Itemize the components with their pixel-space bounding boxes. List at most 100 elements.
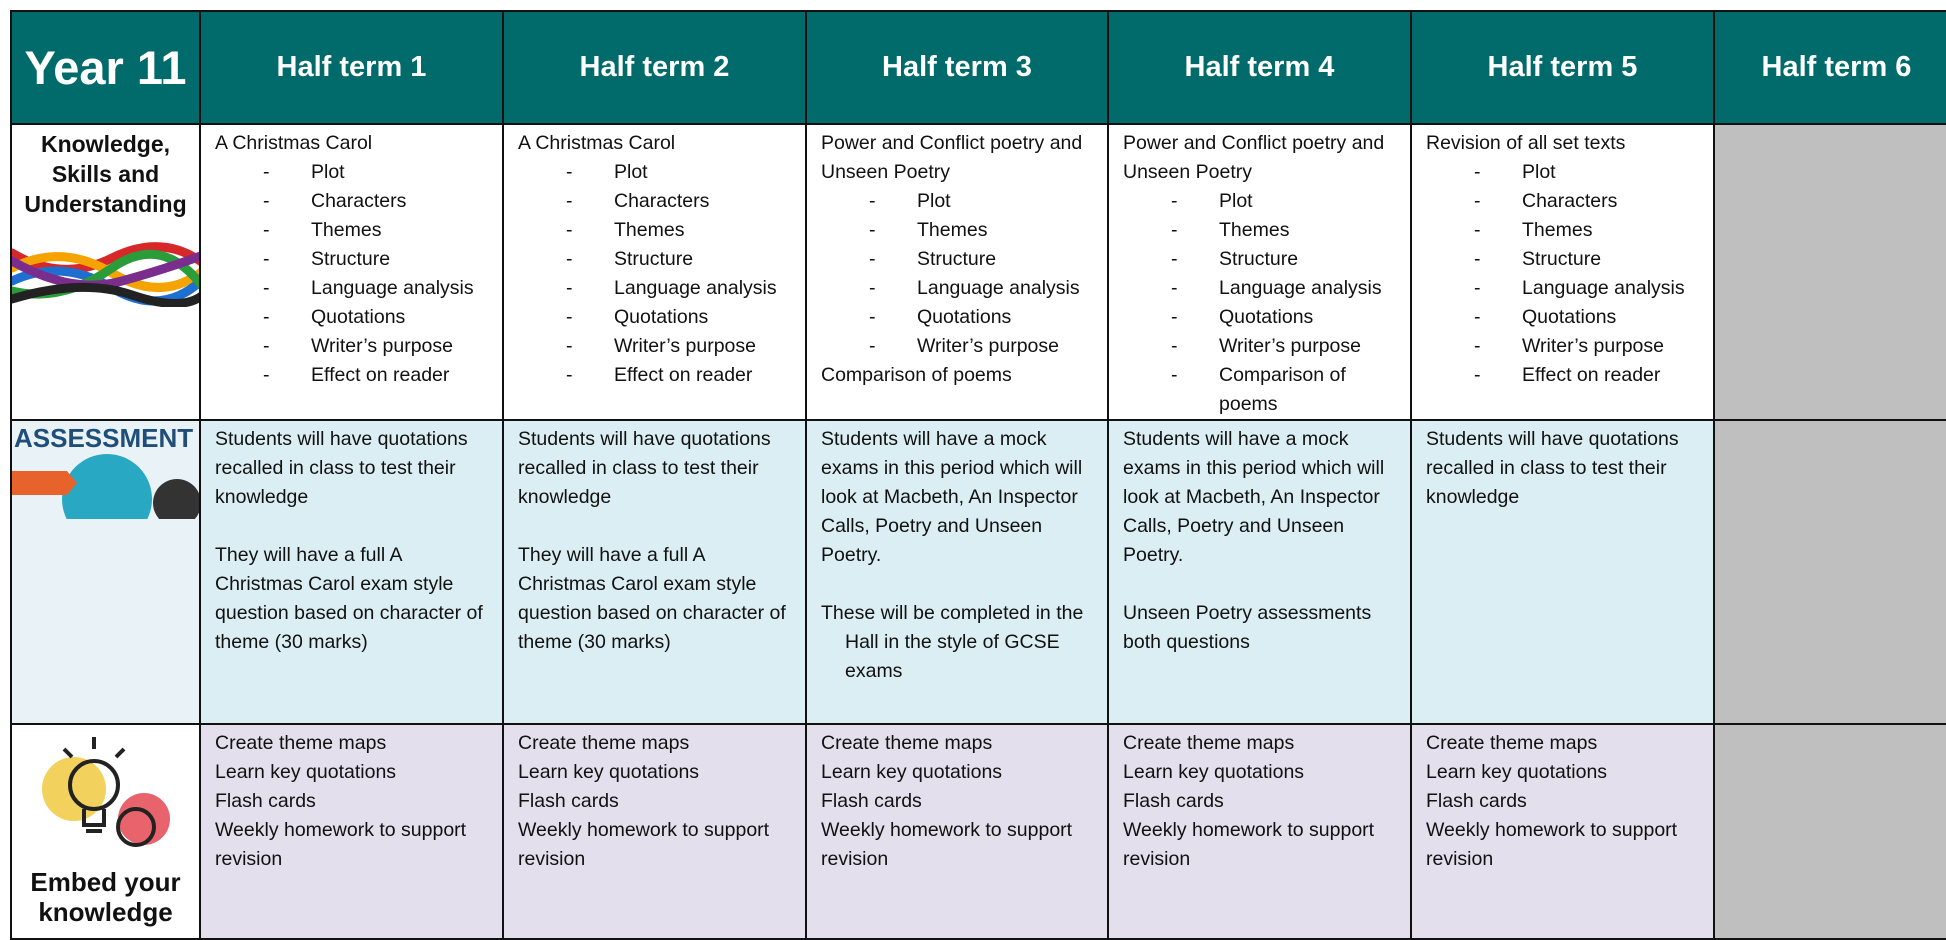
bullet-item: Characters	[215, 187, 494, 216]
bullet-item: Structure	[518, 245, 797, 274]
cell-line: Weekly homework to support revision	[1123, 819, 1375, 870]
bullet-item: Plot	[518, 158, 797, 187]
row-label-text: Knowledge, Skills and Understanding	[24, 131, 187, 217]
row-label-text: ASSESSMENT	[14, 423, 194, 453]
cell-line: Weekly homework to support revision	[215, 819, 467, 870]
bullet-item: Language analysis	[215, 274, 494, 303]
bullet-item: Themes	[518, 216, 797, 245]
bullet-item: Quotations	[1426, 303, 1705, 332]
cell: Revision of all set texts PlotCharactersT…	[1412, 125, 1715, 421]
cell-paragraph: Students will have a mock exams in this …	[1123, 428, 1385, 566]
term-header: Half term 5	[1412, 10, 1715, 125]
row-label: Embed your knowledge	[10, 725, 201, 940]
term-header: Half term 2	[504, 10, 807, 125]
bullet-item: Plot	[821, 187, 1099, 216]
cell: Students will have quotations recalled i…	[504, 421, 807, 725]
cell-intro: A Christmas Carol	[518, 132, 676, 154]
term-label: Half term 5	[1487, 51, 1638, 83]
cell-paragraph: They will have a full A Christmas Carol …	[518, 544, 786, 653]
bullet-list: PlotCharactersThemesStructureLanguage an…	[1426, 158, 1705, 390]
cell: Power and Conflict poetry and Unseen Poe…	[1109, 125, 1412, 421]
cell-intro: Power and Conflict poetry and Unseen Poe…	[1123, 132, 1385, 183]
bullet-list: PlotThemesStructureLanguage analysisQuot…	[1123, 187, 1402, 419]
term-label: Half term 3	[882, 51, 1032, 83]
bullet-item: Quotations	[518, 303, 797, 332]
cell-paragraph: Unseen Poetry assessments both questions	[1123, 602, 1372, 653]
bullet-item: Writer’s purpose	[821, 332, 1099, 361]
cell: Students will have a mock exams in this …	[807, 421, 1109, 725]
bullet-item: Structure	[215, 245, 494, 274]
bullet-item: Language analysis	[821, 274, 1099, 303]
empty-cell	[1715, 725, 1946, 940]
bullet-item: Effect on reader	[215, 361, 494, 390]
row-image	[12, 242, 199, 307]
cell-line: Weekly homework to support revision	[518, 819, 770, 870]
year-label: Year 11	[24, 40, 187, 94]
term-label: Half term 6	[1761, 51, 1912, 83]
cell-line: Flash cards	[215, 790, 316, 812]
cell: Create theme maps Learn key quotations Fla…	[504, 725, 807, 940]
bullet-item: Themes	[821, 216, 1099, 245]
term-header: Half term 3	[807, 10, 1109, 125]
cell: A Christmas Carol PlotCharactersThemesStr…	[201, 125, 504, 421]
bullet-item: Writer’s purpose	[1426, 332, 1705, 361]
cell: Power and Conflict poetry and Unseen Poe…	[807, 125, 1109, 421]
cell: Create theme maps Learn key quotations Fla…	[1412, 725, 1715, 940]
term-header: Half term 1	[201, 10, 504, 125]
row-label: ASSESSMENT	[10, 421, 201, 725]
bullet-item: Quotations	[821, 303, 1099, 332]
cell-intro: A Christmas Carol	[215, 132, 373, 154]
cell-paragraph: Students will have a mock exams in this …	[821, 428, 1083, 566]
bullet-item: Effect on reader	[1426, 361, 1705, 390]
bullet-item: Writer’s purpose	[215, 332, 494, 361]
bullet-item: Themes	[1426, 216, 1705, 245]
term-header: Half term 4	[1109, 10, 1412, 125]
cell-line: Learn key quotations	[1123, 761, 1305, 783]
bullet-item: Themes	[215, 216, 494, 245]
cell-line: Flash cards	[1426, 790, 1527, 812]
cell-line: Flash cards	[518, 790, 619, 812]
bullet-item: Language analysis	[1123, 274, 1402, 303]
bullet-item: Quotations	[215, 303, 494, 332]
bullet-item: Language analysis	[518, 274, 797, 303]
cell: Students will have quotations recalled i…	[201, 421, 504, 725]
row-label-text: Embed your knowledge	[30, 867, 181, 927]
cell-line: Create theme maps	[518, 732, 690, 754]
bullet-item: Comparison of poems	[1123, 361, 1402, 419]
cell-paragraph: They will have a full A Christmas Carol …	[215, 544, 483, 653]
cell-line: Create theme maps	[215, 732, 387, 754]
empty-cell	[1715, 421, 1946, 725]
empty-cell	[1715, 125, 1946, 421]
cell-paragraph: Students will have quotations recalled i…	[518, 428, 771, 508]
bullet-list: PlotCharactersThemesStructureLanguage an…	[518, 158, 797, 390]
cell-intro: Revision of all set texts	[1426, 132, 1626, 154]
cell-line: Create theme maps	[821, 732, 993, 754]
cell-paragraph: Students will have quotations recalled i…	[215, 428, 468, 508]
bullet-item: Plot	[1426, 158, 1705, 187]
term-header: Half term 6	[1715, 10, 1946, 125]
term-label: Half term 2	[579, 51, 730, 83]
row-label: Knowledge, Skills and Understanding	[10, 125, 201, 421]
cell-intro: Power and Conflict poetry and Unseen Poe…	[821, 132, 1083, 183]
cell-paragraph: These will be completed in the Hall in t…	[821, 602, 1084, 682]
cell-line: Learn key quotations	[215, 761, 397, 783]
bullet-item: Structure	[821, 245, 1099, 274]
bullet-list: PlotCharactersThemesStructureLanguage an…	[215, 158, 494, 390]
cell-line: Learn key quotations	[518, 761, 700, 783]
cell: Create theme maps Learn key quotations Fla…	[807, 725, 1109, 940]
bullet-item: Effect on reader	[518, 361, 797, 390]
cell-paragraph: Students will have quotations recalled i…	[1426, 428, 1679, 508]
bullet-item: Structure	[1426, 245, 1705, 274]
bullet-item: Writer’s purpose	[518, 332, 797, 361]
cell-line: Create theme maps	[1426, 732, 1598, 754]
bullet-item: Structure	[1123, 245, 1402, 274]
cell: Students will have quotations recalled i…	[1412, 421, 1715, 725]
row-image	[24, 727, 186, 867]
cell-line: Weekly homework to support revision	[821, 819, 1073, 870]
cell-line: Weekly homework to support revision	[1426, 819, 1678, 870]
bullet-item: Plot	[1123, 187, 1402, 216]
bullet-list: PlotThemesStructureLanguage analysisQuot…	[821, 187, 1099, 361]
row-image	[12, 421, 199, 519]
bullet-item: Plot	[215, 158, 494, 187]
